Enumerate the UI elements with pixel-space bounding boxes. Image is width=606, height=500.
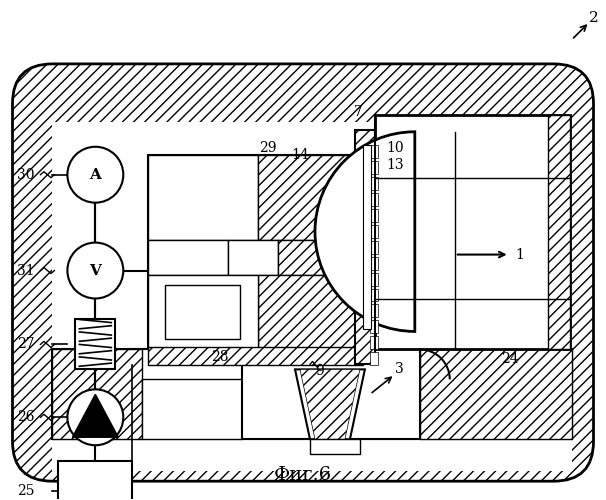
Bar [420, 350, 571, 440]
Bar [278, 240, 363, 274]
Bar [148, 154, 258, 240]
Text: 30: 30 [17, 168, 34, 181]
Bar [370, 336, 378, 349]
Text: 14: 14 [291, 148, 309, 162]
Polygon shape [300, 370, 360, 440]
Bar [370, 256, 378, 270]
Bar [310, 440, 360, 454]
Bar [370, 160, 378, 173]
Bar [142, 380, 242, 440]
Text: 1: 1 [515, 248, 524, 262]
Text: 25: 25 [17, 484, 34, 498]
Bar [53, 350, 142, 440]
Bar [148, 348, 363, 366]
Bar [242, 350, 420, 440]
FancyBboxPatch shape [13, 64, 593, 481]
Bar [53, 350, 571, 440]
Text: Фиг.6: Фиг.6 [274, 466, 332, 484]
Bar [75, 320, 115, 370]
Text: 2: 2 [588, 11, 598, 25]
Text: 10: 10 [386, 141, 404, 155]
Bar [548, 115, 570, 350]
Bar [148, 274, 258, 349]
Text: V: V [90, 264, 101, 278]
Circle shape [67, 390, 123, 446]
Text: 13: 13 [386, 158, 404, 172]
Bar [363, 145, 371, 330]
Text: 28: 28 [211, 350, 229, 364]
Bar [370, 192, 378, 205]
Bar [258, 274, 363, 349]
Text: 7: 7 [353, 105, 362, 119]
Bar [258, 154, 363, 240]
Circle shape [67, 242, 123, 298]
Text: 31: 31 [16, 264, 35, 278]
Bar [228, 240, 278, 274]
Bar [148, 154, 363, 350]
Bar [370, 304, 378, 318]
Bar [370, 320, 378, 334]
Bar [148, 240, 228, 274]
Bar [53, 122, 571, 471]
Bar [370, 272, 378, 285]
Bar [165, 284, 240, 340]
Bar [370, 240, 378, 254]
Text: A: A [90, 168, 101, 181]
Bar [355, 130, 375, 364]
Text: 9: 9 [316, 364, 324, 378]
Bar [375, 115, 570, 350]
Bar [370, 352, 378, 366]
Wedge shape [315, 132, 415, 332]
Text: 24: 24 [501, 352, 519, 366]
Polygon shape [72, 394, 118, 438]
Text: 29: 29 [259, 141, 277, 155]
Bar [370, 208, 378, 222]
Bar [370, 176, 378, 190]
Bar [58, 461, 132, 500]
Circle shape [67, 147, 123, 203]
Bar [370, 224, 378, 237]
Text: 3: 3 [396, 362, 404, 376]
Text: 27: 27 [16, 338, 35, 351]
Bar [370, 288, 378, 302]
Polygon shape [295, 370, 365, 440]
Bar [370, 145, 378, 158]
Text: 26: 26 [17, 410, 34, 424]
